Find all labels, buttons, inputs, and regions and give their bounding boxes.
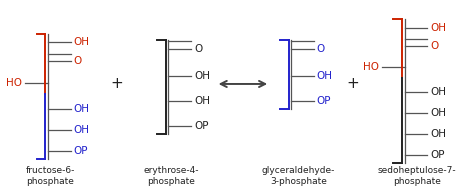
Text: OH: OH xyxy=(430,129,447,139)
Text: OP: OP xyxy=(317,96,331,106)
Text: OH: OH xyxy=(430,87,447,97)
Text: OH: OH xyxy=(194,71,210,81)
Text: O: O xyxy=(194,43,202,54)
Text: fructose-6-
phosphate: fructose-6- phosphate xyxy=(26,166,75,186)
Text: glyceraldehyde-
3-phosphate: glyceraldehyde- 3-phosphate xyxy=(262,166,335,186)
Text: O: O xyxy=(317,43,325,54)
Text: OH: OH xyxy=(194,96,210,106)
Text: sedoheptulose-7-
phosphate: sedoheptulose-7- phosphate xyxy=(377,166,456,186)
Text: OH: OH xyxy=(430,108,447,118)
Text: OP: OP xyxy=(430,150,445,160)
Text: erythrose-4-
phosphate: erythrose-4- phosphate xyxy=(143,166,199,186)
Text: OH: OH xyxy=(73,125,90,135)
Text: OH: OH xyxy=(430,23,447,33)
Text: OH: OH xyxy=(73,104,90,114)
Text: HO: HO xyxy=(7,78,22,88)
Text: O: O xyxy=(430,42,438,51)
Text: HO: HO xyxy=(363,62,379,72)
Text: +: + xyxy=(346,76,359,91)
Text: OH: OH xyxy=(317,71,333,81)
Text: OP: OP xyxy=(73,146,88,156)
Text: OP: OP xyxy=(194,121,209,131)
Text: OH: OH xyxy=(73,37,90,47)
Text: +: + xyxy=(110,76,123,91)
Text: O: O xyxy=(73,56,82,66)
